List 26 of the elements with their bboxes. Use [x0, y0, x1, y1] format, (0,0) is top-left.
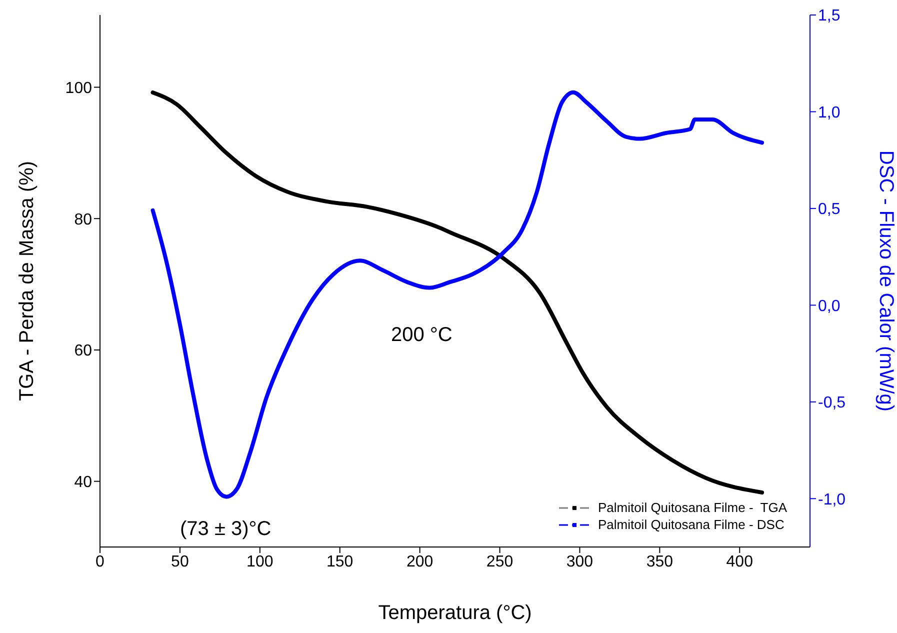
y2-tick-label: -0,5	[818, 394, 846, 412]
x-tick-label: 100	[246, 553, 274, 570]
legend-label: Palmitoil Quitosana Filme - TGA	[598, 500, 787, 515]
x-tick-label: 200	[406, 553, 434, 570]
x-tick-label: 350	[646, 553, 674, 570]
y-tick-label: 40	[74, 474, 92, 491]
y2-tick-label: -1,0	[818, 491, 846, 508]
x-tick-label: 300	[566, 553, 594, 570]
x-tick-label: 50	[171, 553, 189, 570]
y2-axis-title: DSC - Fluxo de Calor (mW/g)	[874, 150, 897, 412]
y2-tick-label: 0,5	[818, 201, 840, 218]
y2-tick-label: 1,5	[818, 8, 840, 25]
annotation: (73 ± 3)°C	[180, 518, 272, 541]
y-tick-label: 100	[65, 80, 92, 97]
y-axis-title: TGA - Perda de Massa (%)	[16, 160, 38, 402]
annotation: 200 °C	[391, 324, 452, 347]
x-axis-title: Temperatura (°C)	[378, 602, 532, 624]
x-tick-label: 150	[326, 553, 354, 570]
y-tick-label: 60	[74, 342, 92, 360]
x-tick-label: 250	[486, 553, 514, 570]
legend-label: Palmitoil Quitosana Filme - DSC	[598, 517, 784, 532]
x-tick-label: 0	[96, 553, 105, 570]
x-tick-label: 400	[726, 553, 754, 570]
y2-tick-label: 1,0	[818, 104, 840, 122]
y2-tick-label: 0,0	[818, 298, 840, 315]
y-tick-label: 80	[74, 211, 92, 228]
